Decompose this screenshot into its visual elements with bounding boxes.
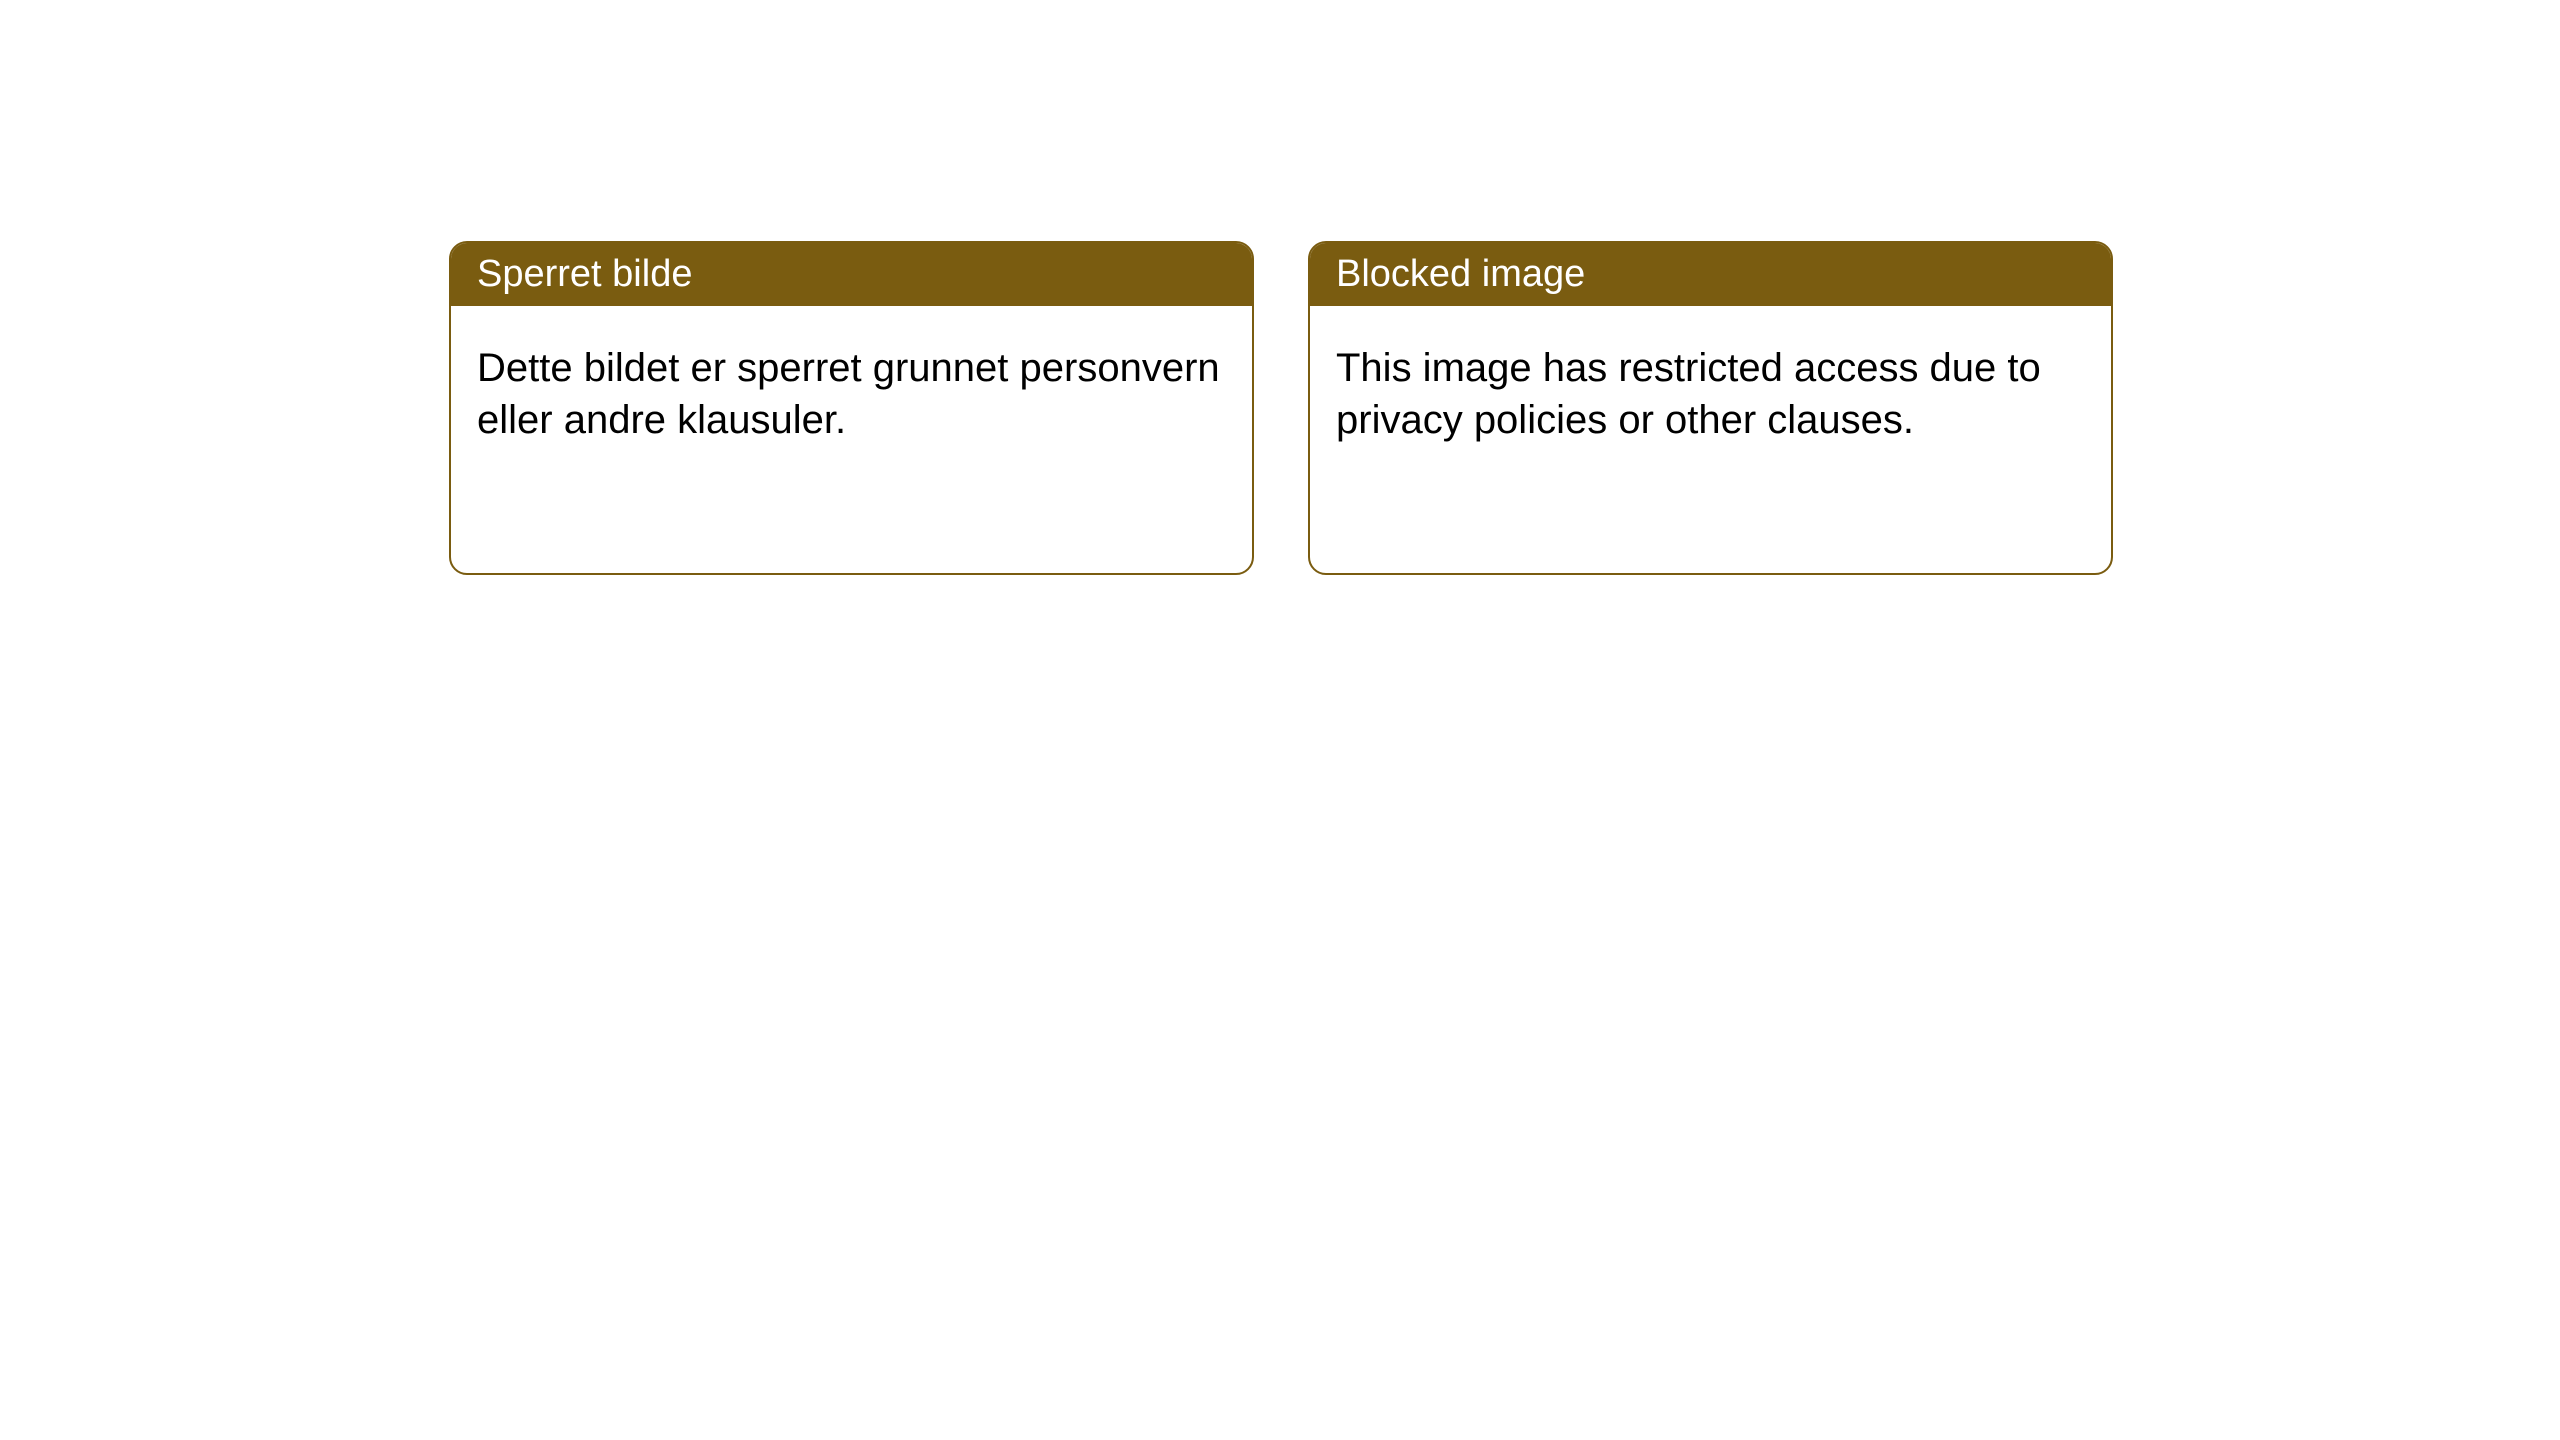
card-body: Dette bildet er sperret grunnet personve… <box>451 306 1252 482</box>
card-body-text: Dette bildet er sperret grunnet personve… <box>477 346 1220 442</box>
card-header: Blocked image <box>1310 243 2111 306</box>
blocked-image-card-english: Blocked image This image has restricted … <box>1308 241 2113 575</box>
card-body: This image has restricted access due to … <box>1310 306 2111 482</box>
card-header: Sperret bilde <box>451 243 1252 306</box>
blocked-image-card-norwegian: Sperret bilde Dette bildet er sperret gr… <box>449 241 1254 575</box>
card-title: Blocked image <box>1336 253 1585 295</box>
card-body-text: This image has restricted access due to … <box>1336 346 2041 442</box>
notice-card-container: Sperret bilde Dette bildet er sperret gr… <box>0 0 2560 575</box>
card-title: Sperret bilde <box>477 253 692 295</box>
